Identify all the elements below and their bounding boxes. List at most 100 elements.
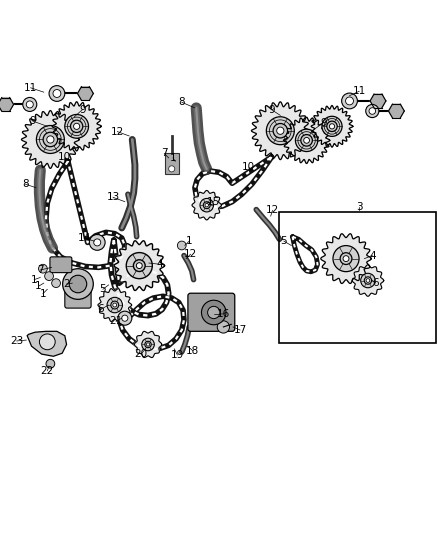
Circle shape (205, 204, 208, 207)
Text: 14: 14 (78, 233, 91, 243)
Text: 5: 5 (280, 236, 287, 246)
Circle shape (69, 275, 87, 293)
Circle shape (208, 306, 220, 319)
Text: 9: 9 (29, 116, 36, 126)
Circle shape (111, 301, 119, 309)
Text: 6: 6 (372, 278, 379, 288)
Circle shape (126, 253, 152, 279)
Text: 10: 10 (242, 161, 255, 172)
Circle shape (322, 116, 342, 136)
Text: 7: 7 (161, 149, 168, 158)
Text: 12: 12 (184, 249, 197, 259)
FancyBboxPatch shape (50, 257, 72, 273)
FancyBboxPatch shape (65, 287, 91, 308)
Circle shape (65, 115, 88, 138)
Text: 4: 4 (369, 251, 376, 261)
Circle shape (366, 104, 379, 118)
Circle shape (39, 334, 55, 350)
Circle shape (53, 90, 61, 98)
Circle shape (89, 235, 105, 251)
Text: 5: 5 (99, 284, 106, 294)
Polygon shape (283, 117, 330, 164)
Circle shape (63, 269, 93, 300)
Text: 8: 8 (22, 179, 29, 189)
Text: 9: 9 (268, 104, 275, 115)
Polygon shape (370, 94, 386, 108)
Text: 4: 4 (156, 260, 163, 269)
Text: 13: 13 (106, 192, 120, 203)
Polygon shape (98, 289, 131, 321)
Circle shape (333, 246, 359, 272)
Text: 3: 3 (356, 203, 363, 212)
Polygon shape (311, 106, 353, 147)
Text: 23: 23 (10, 336, 23, 346)
Polygon shape (78, 87, 93, 100)
Circle shape (122, 315, 128, 321)
Text: 12: 12 (266, 205, 279, 215)
Text: 11: 11 (353, 86, 366, 96)
Polygon shape (134, 332, 162, 358)
Circle shape (36, 125, 64, 154)
Polygon shape (321, 234, 371, 284)
Circle shape (201, 300, 226, 325)
Circle shape (23, 98, 37, 111)
Circle shape (26, 101, 33, 108)
Circle shape (47, 136, 54, 143)
Circle shape (329, 124, 335, 129)
FancyBboxPatch shape (188, 293, 235, 332)
Text: 2: 2 (63, 279, 70, 289)
Circle shape (266, 117, 294, 144)
Polygon shape (52, 102, 101, 151)
Circle shape (369, 108, 376, 114)
Polygon shape (0, 98, 14, 111)
Text: 1: 1 (35, 281, 42, 291)
Circle shape (277, 127, 284, 134)
Text: 22: 22 (41, 366, 54, 376)
Circle shape (46, 359, 55, 368)
Circle shape (169, 166, 175, 172)
Text: 1: 1 (170, 153, 177, 163)
Circle shape (94, 239, 101, 246)
Circle shape (200, 198, 213, 212)
Circle shape (45, 272, 53, 280)
Circle shape (113, 303, 117, 307)
Text: 16: 16 (217, 309, 230, 319)
Text: 20: 20 (134, 349, 148, 359)
Text: 9: 9 (79, 104, 86, 115)
Circle shape (301, 134, 312, 146)
Text: 17: 17 (233, 325, 247, 335)
Polygon shape (251, 102, 309, 159)
Circle shape (203, 202, 210, 208)
Circle shape (43, 132, 58, 147)
Polygon shape (352, 265, 384, 296)
Text: 18: 18 (186, 345, 199, 356)
Bar (279, 212, 436, 343)
Circle shape (177, 241, 186, 250)
Circle shape (74, 123, 80, 130)
Circle shape (146, 343, 150, 346)
Text: 7: 7 (37, 265, 44, 275)
Circle shape (52, 279, 60, 287)
Text: 9: 9 (320, 118, 327, 128)
Circle shape (273, 124, 287, 138)
Circle shape (327, 121, 337, 132)
Polygon shape (389, 104, 404, 118)
Polygon shape (21, 110, 79, 168)
Polygon shape (114, 241, 165, 290)
Text: 15: 15 (207, 197, 220, 207)
Circle shape (134, 260, 145, 271)
Text: 1: 1 (39, 289, 46, 298)
Text: 1: 1 (31, 274, 38, 285)
Circle shape (142, 338, 154, 351)
Circle shape (366, 279, 370, 282)
Circle shape (360, 273, 375, 288)
Text: 10: 10 (58, 152, 71, 162)
Circle shape (39, 264, 47, 273)
Text: 1: 1 (186, 236, 193, 246)
Circle shape (304, 138, 310, 143)
Text: 19: 19 (171, 350, 184, 360)
Text: 11: 11 (24, 83, 37, 93)
Circle shape (364, 277, 371, 284)
Polygon shape (192, 190, 222, 220)
Text: 21: 21 (110, 316, 123, 326)
